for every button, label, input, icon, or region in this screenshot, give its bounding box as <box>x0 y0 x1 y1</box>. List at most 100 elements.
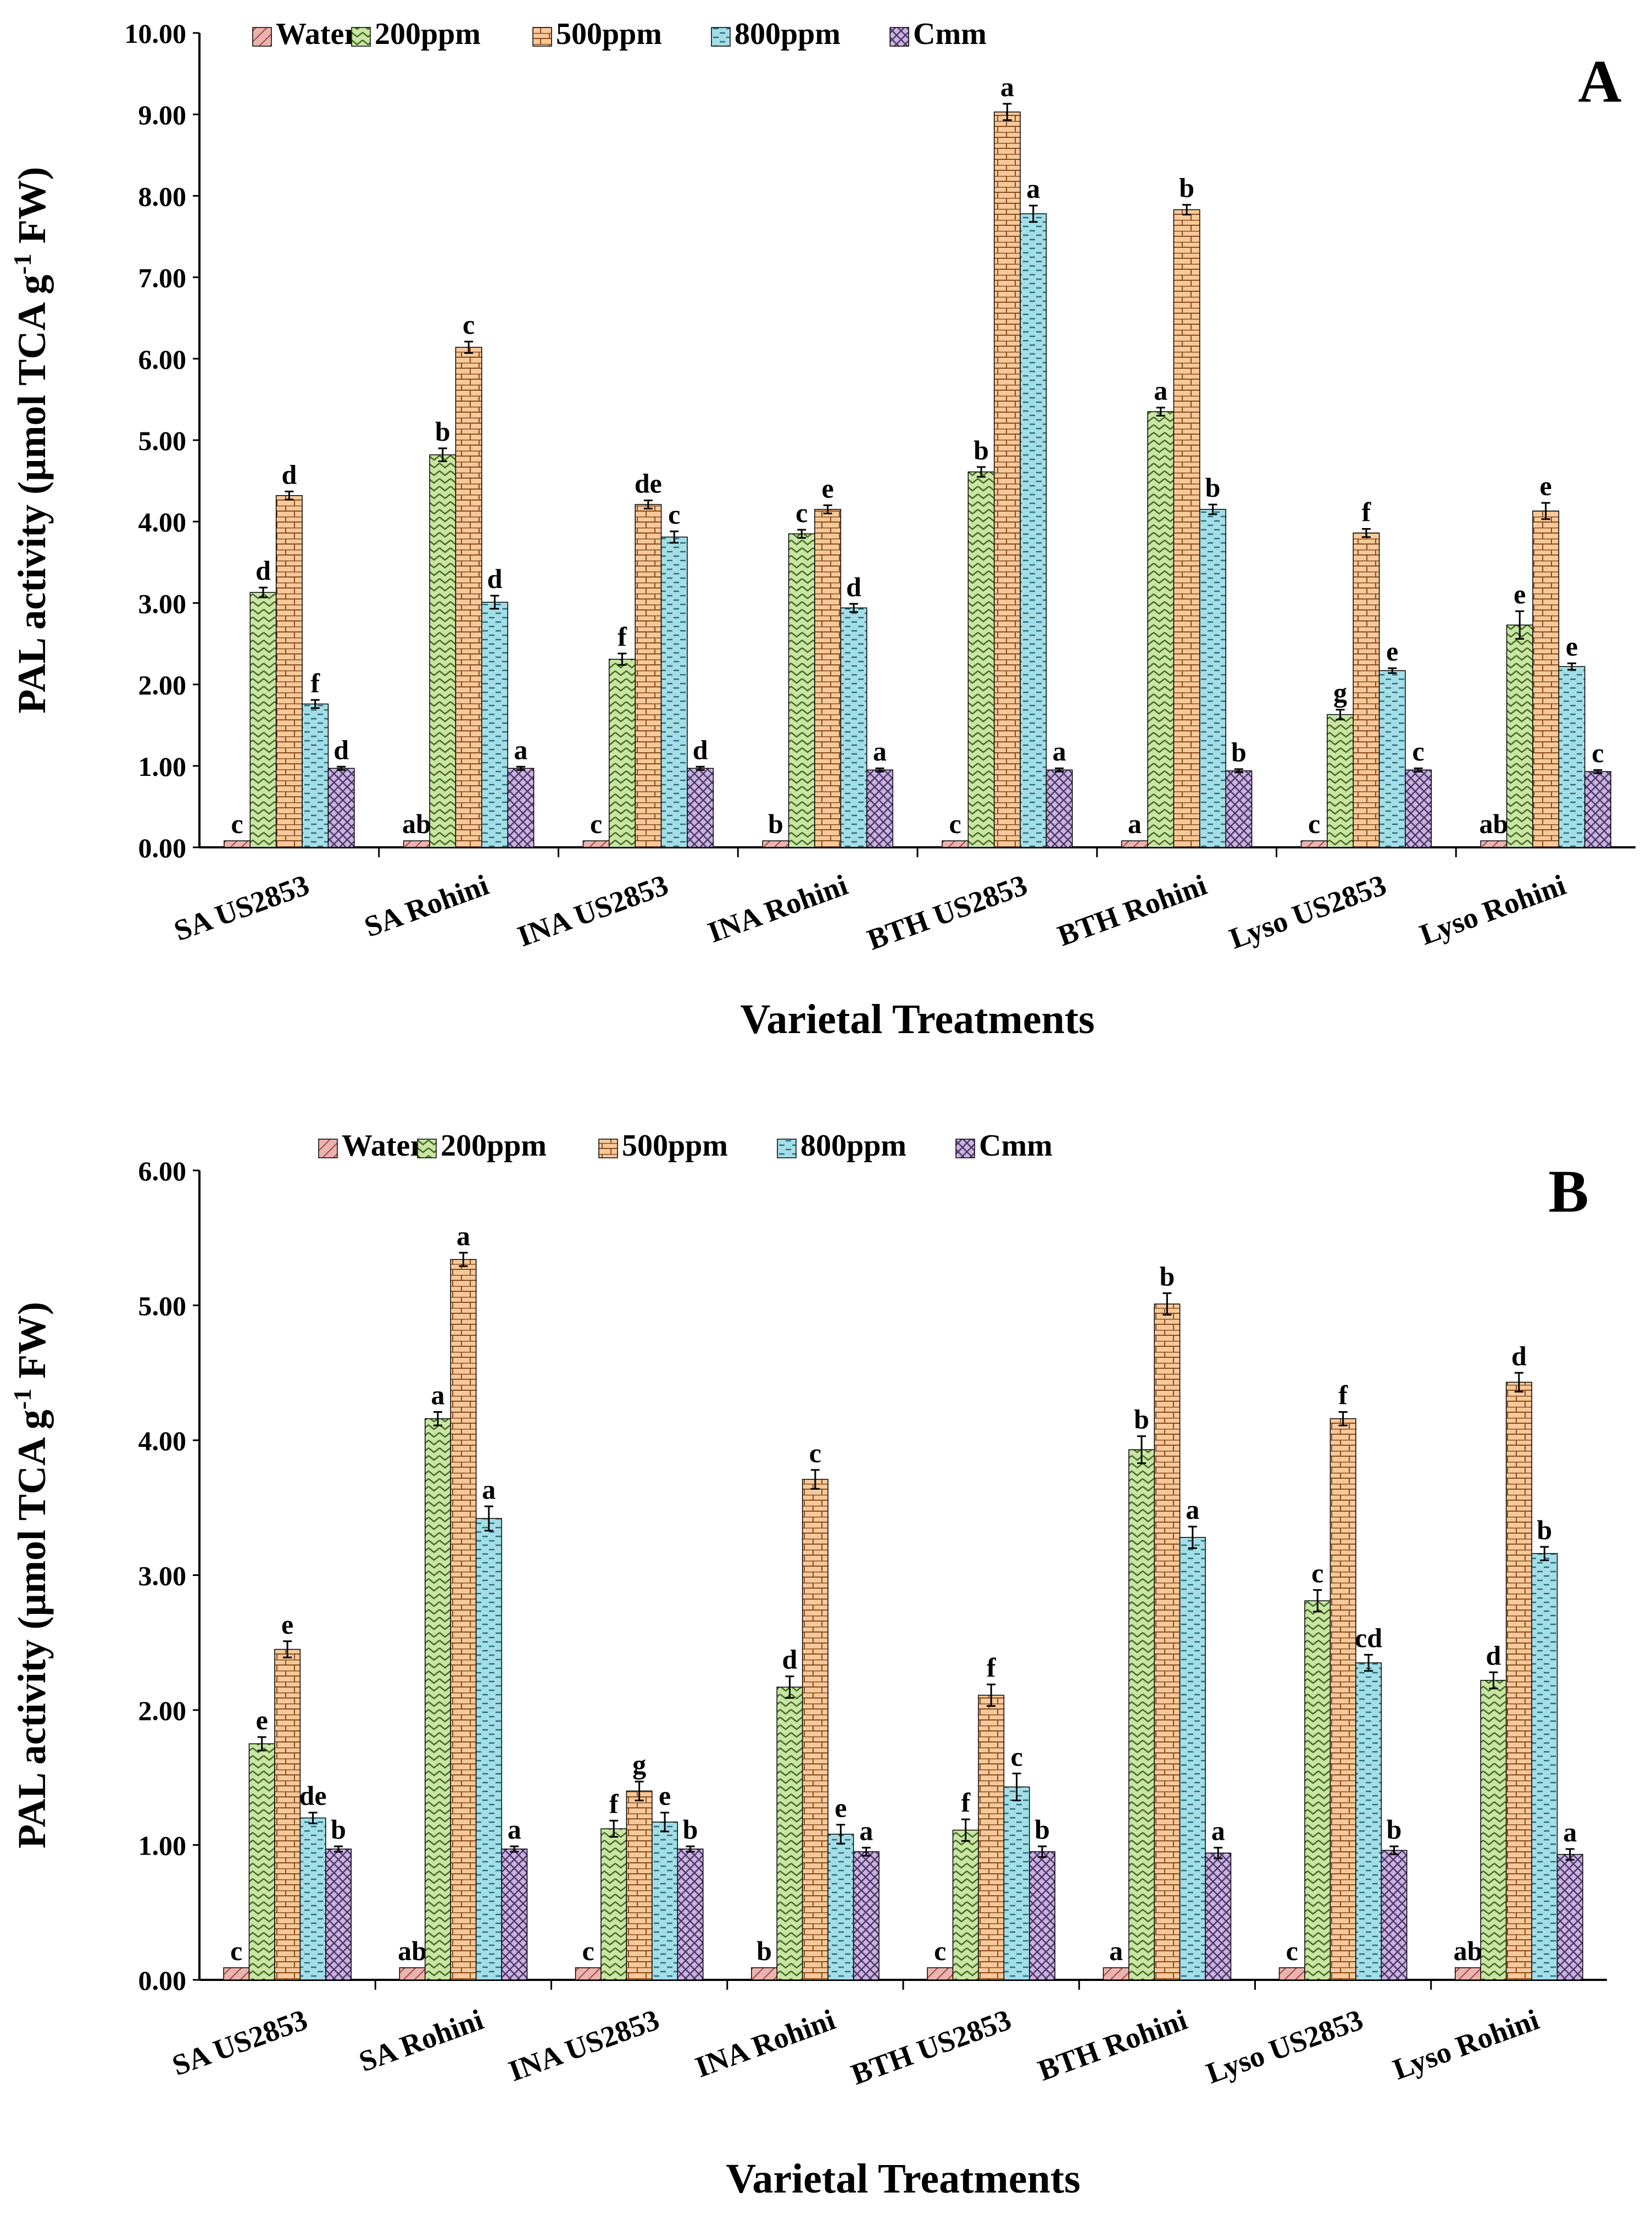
bar-500ppm <box>1353 532 1380 848</box>
y-tick-label: 7.00 <box>138 263 187 293</box>
bar-800ppm <box>1020 213 1047 848</box>
bar-cmm <box>1381 1850 1408 1980</box>
significance-letter: d <box>255 555 271 586</box>
bar-800ppm <box>1003 1786 1030 1980</box>
bar-800ppm <box>840 607 867 848</box>
bar-water <box>1103 1967 1130 1980</box>
y-tick-label: 6.00 <box>138 344 187 375</box>
significance-letter: a <box>1053 736 1066 767</box>
bar-water <box>575 1967 602 1980</box>
significance-letter: b <box>974 435 989 465</box>
legend-label-water: Water <box>342 1129 424 1163</box>
bar-500ppm <box>814 509 842 848</box>
bar-800ppm <box>299 1817 326 1980</box>
significance-letter: b <box>1134 1404 1149 1435</box>
significance-letter: f <box>1338 1379 1348 1410</box>
bar-water <box>223 1967 250 1980</box>
bar-water <box>927 1967 954 1980</box>
category-label: BTH Rohini <box>1033 2003 1191 2087</box>
significance-letter: a <box>1154 375 1167 406</box>
bar-800ppm <box>1179 1537 1206 1980</box>
significance-letter: f <box>310 668 320 698</box>
bar-200ppm <box>424 1418 451 1980</box>
significance-letter: f <box>987 1652 997 1683</box>
significance-letter: e <box>281 1609 293 1640</box>
y-tick-label: 3.00 <box>138 588 187 619</box>
legend-swatch-water <box>318 1139 338 1158</box>
bar-500ppm <box>455 347 482 848</box>
bar-500ppm <box>275 495 303 848</box>
y-axis-label-sup: -1 <box>8 253 36 274</box>
bar-800ppm <box>302 703 329 848</box>
category-label: Lyso US2853 <box>1202 2003 1367 2090</box>
significance-letter: e <box>822 473 834 504</box>
panel-label: B <box>1548 1158 1588 1225</box>
legend-swatch-800ppm <box>777 1139 797 1158</box>
bar-water <box>942 840 969 848</box>
bar-800ppm <box>1355 1662 1382 1980</box>
bar-cmm <box>1225 770 1253 848</box>
significance-letter: a <box>1186 1494 1199 1525</box>
significance-letter: c <box>1286 1935 1298 1966</box>
significance-letter: b <box>1387 1814 1402 1845</box>
y-tick-label: 1.00 <box>138 751 187 782</box>
bar-water <box>224 840 251 848</box>
legend-label-200ppm: 200ppm <box>375 17 481 51</box>
significance-letter: a <box>514 734 527 765</box>
legend-label-800ppm: 800ppm <box>800 1129 906 1163</box>
legend-swatch-200ppm <box>351 27 371 47</box>
y-tick-label: 4.00 <box>138 1425 187 1456</box>
category-label: Lyso US2853 <box>1225 868 1390 956</box>
category-label: INA US2853 <box>513 868 672 953</box>
y-tick-label: 8.00 <box>138 181 187 212</box>
bar-200ppm <box>609 658 636 848</box>
bar-cmm <box>1405 769 1432 848</box>
significance-letter: a <box>1109 1935 1123 1966</box>
bar-200ppm <box>1506 624 1533 848</box>
significance-letter: c <box>668 499 680 530</box>
significance-letter: cd <box>1355 1622 1382 1653</box>
legend-label-800ppm: 800ppm <box>735 17 841 51</box>
y-tick-label: 5.00 <box>138 1291 187 1322</box>
significance-letter: c <box>463 309 475 340</box>
bar-500ppm <box>978 1695 1005 1980</box>
y-tick-label: 2.00 <box>138 1695 187 1726</box>
significance-letter: c <box>1010 1741 1022 1772</box>
bar-cmm <box>1556 1853 1583 1980</box>
y-tick-label: 3.00 <box>138 1561 187 1591</box>
bar-cmm <box>1029 1851 1055 1980</box>
y-axis-label: PAL activity (µmol TCA g-1 FW) <box>8 166 54 713</box>
legend-label-cmm: Cmm <box>913 17 987 51</box>
legend-swatch-cmm <box>955 1139 975 1158</box>
significance-letter: ab <box>398 1935 427 1966</box>
bar-200ppm <box>1147 411 1175 848</box>
significance-letter: g <box>632 1749 646 1780</box>
significance-letter: c <box>1592 737 1604 768</box>
significance-letter: d <box>1486 1640 1501 1670</box>
significance-letter: a <box>508 1814 521 1845</box>
significance-letter: c <box>796 497 808 528</box>
significance-letter: f <box>609 1788 619 1819</box>
significance-letter: c <box>934 1935 946 1966</box>
legend-label-500ppm: 500ppm <box>556 17 662 51</box>
bar-500ppm <box>626 1790 653 1980</box>
significance-letter: d <box>1511 1340 1527 1371</box>
panel-label: A <box>1578 48 1621 115</box>
significance-letter: b <box>1231 737 1247 768</box>
bar-800ppm <box>1378 670 1406 848</box>
x-axis-label: Varietal Treatments <box>726 2156 1080 2202</box>
y-axis-label-main: PAL activity (µmol TCA g <box>10 275 54 714</box>
significance-letter: f <box>1362 497 1372 528</box>
legend-swatch-water <box>252 27 272 47</box>
y-tick-label: 2.00 <box>138 670 187 701</box>
bar-cmm <box>507 768 535 848</box>
bar-800ppm <box>1531 1553 1558 1980</box>
significance-letter: e <box>1386 636 1398 667</box>
legend-swatch-500ppm <box>532 27 552 47</box>
bar-800ppm <box>652 1822 678 1980</box>
x-axis-label: Varietal Treatments <box>740 996 1094 1042</box>
bar-500ppm <box>1330 1418 1356 1980</box>
category-label: SA US2853 <box>168 2003 312 2082</box>
bar-200ppm <box>248 1743 275 1980</box>
bar-cmm <box>853 1851 880 1980</box>
